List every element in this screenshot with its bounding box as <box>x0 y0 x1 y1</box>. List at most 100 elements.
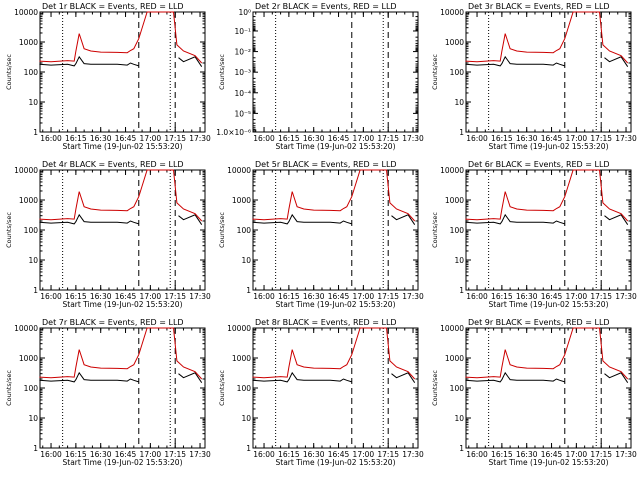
panel-8: Det 8r BLACK = Events, RED = LLD 1 10 100 10… <box>218 318 424 467</box>
plot-frame <box>465 169 632 291</box>
x-tick-label: 16:45 <box>115 450 137 459</box>
y-tick-label: 10⁰ <box>238 8 251 17</box>
y-tick-label: 10000 <box>227 166 251 175</box>
x-tick-label: 16:45 <box>541 292 563 301</box>
x-tick-label: 16:00 <box>253 292 275 301</box>
y-tick-label: 1 <box>246 444 251 453</box>
x-tick-label: 16:00 <box>40 450 62 459</box>
series-line-lld <box>39 327 203 380</box>
x-tick-label: 17:00 <box>140 450 162 459</box>
x-tick-label: 17:30 <box>189 450 211 459</box>
y-tick-label: 1 <box>33 444 38 453</box>
y-tick-label: 100 <box>450 384 465 393</box>
y-tick-label: 10 <box>454 414 464 423</box>
x-axis-label: Start Time (19-Jun-02 15:53:20) <box>489 300 609 309</box>
plot-frame <box>39 169 206 291</box>
y-tick-label: 10 <box>241 256 251 265</box>
x-tick-label: 16:30 <box>90 134 112 143</box>
x-tick-label: 17:30 <box>189 134 211 143</box>
y-tick-label: 10 <box>28 414 38 423</box>
x-tick-label: 16:45 <box>541 450 563 459</box>
series-line-lld <box>39 169 203 222</box>
x-tick-label: 17:30 <box>189 292 211 301</box>
y-tick-label: 10 <box>241 414 251 423</box>
x-tick-label: 16:30 <box>303 292 325 301</box>
panel-title: Det 6r BLACK = Events, RED = LLD <box>468 160 610 169</box>
x-tick-label: 17:00 <box>353 134 375 143</box>
x-tick-label: 16:30 <box>516 292 538 301</box>
x-tick-label: 17:00 <box>566 292 588 301</box>
x-tick-label: 16:15 <box>278 134 300 143</box>
series-line-lld <box>465 169 629 222</box>
y-tick-label: 1 <box>33 128 38 137</box>
x-tick-label: 17:15 <box>590 134 612 143</box>
x-tick-label: 17:30 <box>615 292 637 301</box>
panel-5: Det 5r BLACK = Events, RED = LLD 1 10 100 10… <box>218 160 424 309</box>
panel-4: Det 4r BLACK = Events, RED = LLD 1 10 100 10… <box>5 160 211 309</box>
y-tick-label: 10000 <box>440 166 464 175</box>
x-tick-label: 17:15 <box>164 292 186 301</box>
x-tick-label: 17:00 <box>140 292 162 301</box>
x-axis-label: Start Time (19-Jun-02 15:53:20) <box>63 300 183 309</box>
x-tick-label: 17:15 <box>377 134 399 143</box>
panel-title: Det 3r BLACK = Events, RED = LLD <box>468 2 610 11</box>
y-axis-label: Counts/sec <box>431 54 439 90</box>
x-tick-label: 16:45 <box>328 292 350 301</box>
x-tick-label: 16:15 <box>491 292 513 301</box>
series-line-lld <box>252 169 416 222</box>
x-tick-label: 16:45 <box>115 134 137 143</box>
y-tick-label: 1000 <box>19 196 38 205</box>
x-tick-label: 17:00 <box>353 450 375 459</box>
y-tick-label: 10⁻¹ <box>234 27 251 36</box>
x-tick-label: 16:00 <box>253 134 275 143</box>
panel-2: Det 2r BLACK = Events, RED = LLD 1.0×10⁻⁶… <box>216 2 424 151</box>
x-axis-label: Start Time (19-Jun-02 15:53:20) <box>489 458 609 467</box>
x-tick-label: 16:15 <box>65 450 87 459</box>
x-tick-label: 16:00 <box>253 450 275 459</box>
x-tick-label: 16:15 <box>491 134 513 143</box>
plot-frame <box>465 327 632 449</box>
panel-1: Det 1r BLACK = Events, RED = LLD 1 10 100 10… <box>5 2 211 151</box>
x-tick-label: 16:30 <box>516 450 538 459</box>
x-tick-label: 17:00 <box>353 292 375 301</box>
x-tick-label: 16:15 <box>65 134 87 143</box>
y-tick-label: 100 <box>450 226 465 235</box>
y-tick-label: 10 <box>454 256 464 265</box>
x-tick-label: 16:45 <box>328 134 350 143</box>
x-tick-label: 17:30 <box>615 134 637 143</box>
x-tick-label: 17:30 <box>402 134 424 143</box>
x-axis-label: Start Time (19-Jun-02 15:53:20) <box>276 142 396 151</box>
y-axis-label: Counts/sec <box>5 370 13 406</box>
x-axis-label: Start Time (19-Jun-02 15:53:20) <box>489 142 609 151</box>
series-line-events <box>39 371 203 383</box>
series-line-events <box>39 213 203 225</box>
x-tick-label: 17:15 <box>377 450 399 459</box>
panel-9: Det 9r BLACK = Events, RED = LLD 1 10 100 10… <box>431 318 637 467</box>
x-tick-label: 16:15 <box>278 292 300 301</box>
y-tick-label: 1.0×10⁻⁶ <box>216 128 251 137</box>
panel-7: Det 7r BLACK = Events, RED = LLD 1 10 100 10… <box>5 318 211 467</box>
x-tick-label: 17:15 <box>590 450 612 459</box>
y-axis-label: Counts/sec <box>431 370 439 406</box>
panel-title: Det 1r BLACK = Events, RED = LLD <box>42 2 184 11</box>
x-tick-label: 16:45 <box>328 450 350 459</box>
panel-3: Det 3r BLACK = Events, RED = LLD 1 10 100 10… <box>431 2 637 151</box>
series-line-lld <box>465 327 629 380</box>
series-line-events <box>252 213 416 225</box>
y-tick-label: 1 <box>459 444 464 453</box>
x-tick-label: 16:00 <box>466 292 488 301</box>
y-axis-label: Counts/sec <box>218 212 226 248</box>
x-axis-label: Start Time (19-Jun-02 15:53:20) <box>276 300 396 309</box>
series-line-events <box>465 371 629 383</box>
y-tick-label: 10⁻⁵ <box>234 109 251 118</box>
series-line-lld <box>39 11 203 64</box>
y-tick-label: 10000 <box>440 324 464 333</box>
x-tick-label: 17:00 <box>566 134 588 143</box>
y-axis-label: Counts/sec <box>431 212 439 248</box>
y-tick-label: 1000 <box>19 38 38 47</box>
y-tick-label: 1000 <box>232 196 251 205</box>
y-tick-label: 10 <box>28 98 38 107</box>
plot-frame <box>252 169 419 291</box>
y-axis-label: Counts/sec <box>218 54 226 90</box>
